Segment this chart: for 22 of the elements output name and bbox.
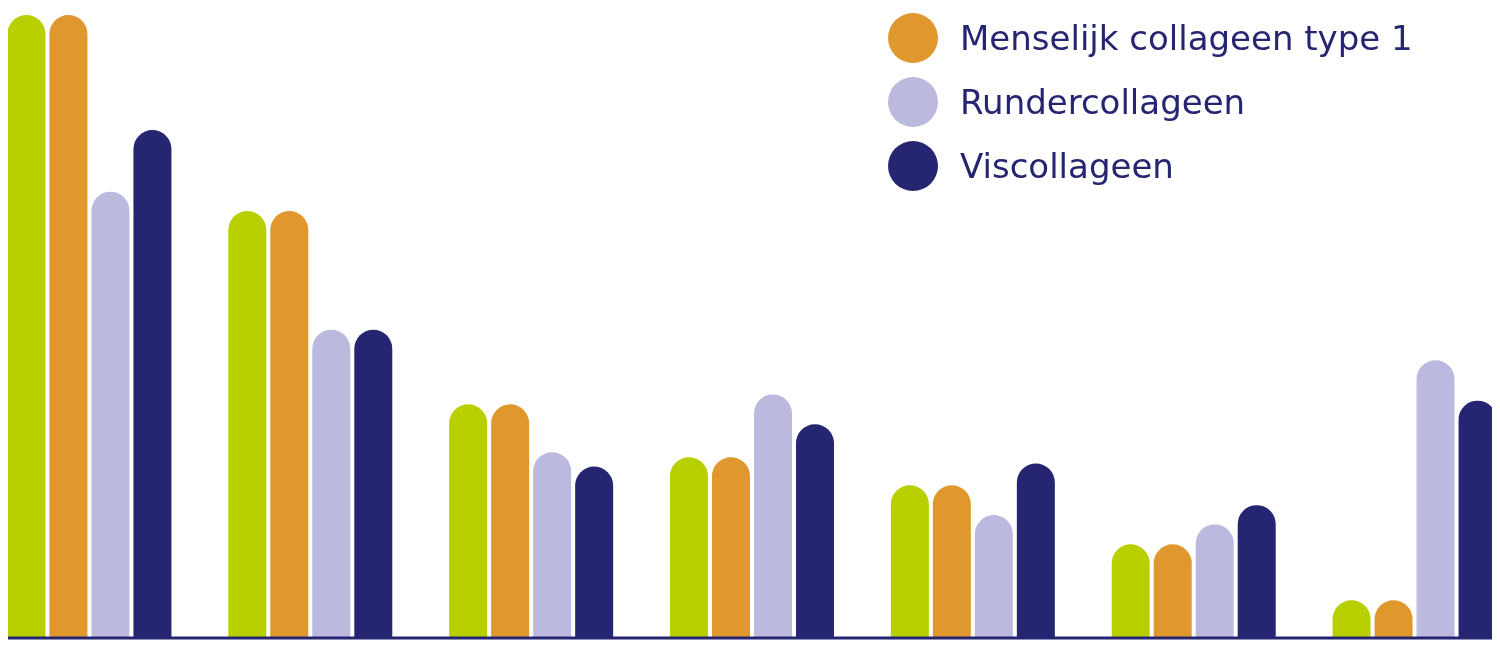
legend-label: Viscollageen	[960, 145, 1174, 186]
bar	[974, 515, 1013, 637]
bar	[1416, 360, 1455, 637]
bar	[491, 404, 530, 637]
bar	[8, 15, 46, 637]
bar	[1195, 524, 1234, 637]
bar	[312, 329, 351, 637]
bar	[91, 191, 130, 637]
bar	[270, 210, 309, 637]
bar	[890, 485, 929, 637]
bar	[1153, 544, 1192, 637]
bar	[932, 485, 971, 637]
bar	[670, 457, 708, 637]
legend-label: Rundercollageen	[960, 81, 1246, 122]
bar	[449, 404, 488, 637]
bar	[228, 210, 267, 637]
bar	[1111, 544, 1150, 637]
bar	[712, 457, 750, 637]
bar	[754, 394, 792, 637]
bar	[533, 452, 572, 637]
legend-label: Menselijk collageen type 1	[960, 17, 1413, 58]
bar	[49, 15, 88, 637]
